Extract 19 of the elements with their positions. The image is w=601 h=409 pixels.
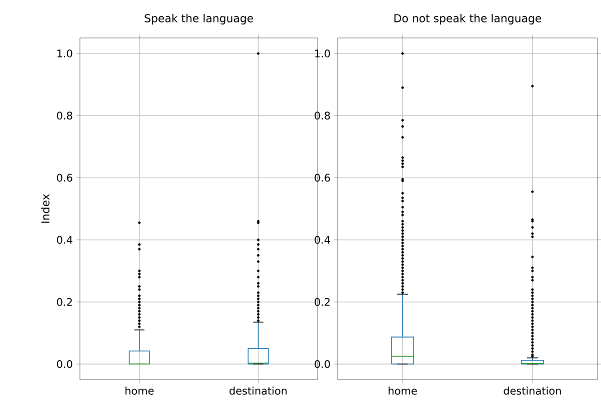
x-tick-label: destination — [504, 386, 561, 395]
y-tick-label: 0.4 — [314, 236, 330, 244]
y-tick-label: 0.0 — [56, 360, 72, 368]
y-tick-label: 0.6 — [56, 174, 72, 182]
x-tick-label: home — [388, 386, 417, 395]
y-axis-title: Index — [40, 194, 50, 223]
chart-title: Do not speak the language — [394, 14, 542, 25]
y-tick-label: 0.0 — [314, 360, 330, 368]
y-tick-label: 0.8 — [56, 112, 72, 120]
chart-title: Speak the language — [144, 14, 254, 25]
y-tick-label: 0.2 — [314, 298, 330, 306]
y-tick-label: 0.8 — [314, 112, 330, 120]
y-tick-label: 0.6 — [314, 174, 330, 182]
y-tick-label: 1.0 — [57, 50, 72, 58]
y-tick-label: 0.2 — [56, 298, 72, 306]
x-tick-label: home — [126, 386, 154, 395]
x-tick-label: destination — [230, 386, 287, 395]
y-tick-label: 0.4 — [56, 236, 72, 244]
y-tick-label: 1.0 — [315, 50, 330, 58]
